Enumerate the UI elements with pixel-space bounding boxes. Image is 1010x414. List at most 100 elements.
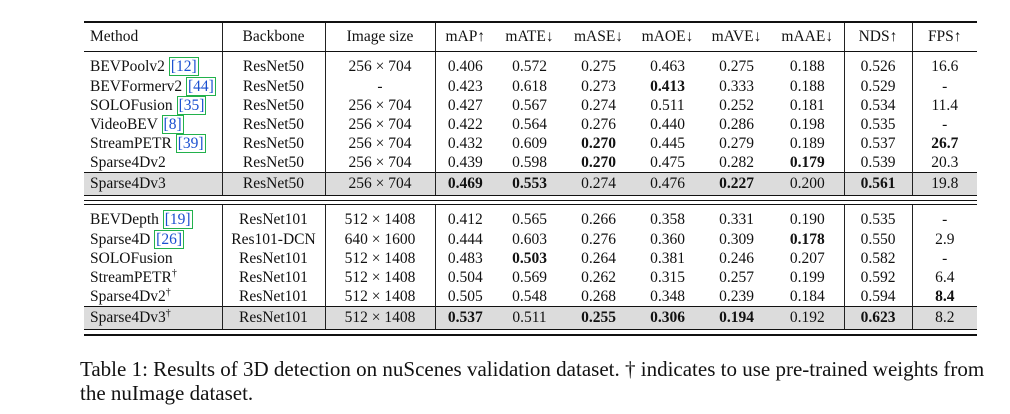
maoe-cell: 0.475 (650, 153, 685, 171)
map-cell: 0.427 (434, 96, 495, 116)
image-size-cell: 256 × 704 (324, 115, 435, 135)
maoe-cell: 0.445 (650, 134, 685, 152)
maoe-cell: 0.306 (633, 306, 702, 331)
fps-cell: - (911, 249, 977, 269)
maoe-cell: 0.476 (633, 171, 702, 196)
map-cell: 0.439 (434, 153, 495, 173)
maae-cell: 0.198 (789, 115, 825, 133)
header-maae: mAAE↓ (771, 22, 844, 52)
method-name: Sparse4Dv3 (90, 174, 166, 192)
method-cell: BEVPoolv2 [12] (84, 52, 222, 79)
nds-cell: 0.539 (843, 153, 912, 173)
dagger-mark: † (165, 308, 171, 320)
mave-cell: 0.239 (719, 287, 754, 305)
mave-cell: 0.333 (719, 78, 754, 96)
header-map: mAP↑ (434, 22, 495, 52)
map-cell: 0.469 (434, 171, 495, 196)
method-name: BEVFormerv2 (90, 78, 183, 96)
image-size-cell: 512 × 1408 (324, 306, 435, 331)
mase-cell: 0.255 (564, 306, 633, 331)
mase-cell: 0.273 (581, 78, 616, 96)
table-row: Sparse4D [26] Res101-DCN 640 × 1600 0.44… (84, 230, 977, 250)
image-size-cell: 256 × 704 (324, 134, 435, 154)
citation-link[interactable]: [12] (168, 57, 199, 76)
method-cell: SOLOFusion (84, 250, 222, 269)
results-table: Method Backbone Image size mAP↑ mATE↓ mA… (84, 21, 977, 337)
backbone-cell: ResNet50 (221, 115, 325, 135)
fps-cell: 19.8 (911, 171, 977, 196)
fps-cell: 2.9 (911, 230, 977, 250)
header-maoe: mAOE↓ (633, 22, 702, 52)
header-image-size: Image size (324, 22, 435, 52)
backbone-cell: ResNet50 (221, 51, 325, 78)
best-value: 0.270 (581, 134, 616, 152)
table-row: BEVDepth [19] ResNet101 512 × 1408 0.412… (84, 204, 977, 231)
mave-cell: 0.282 (719, 153, 754, 171)
backbone-cell: Res101-DCN (221, 230, 325, 250)
header-mase: mASE↓ (564, 22, 633, 52)
fps-cell: 20.3 (911, 153, 977, 173)
mate-cell: 0.603 (512, 231, 547, 249)
mate-cell: 0.511 (495, 306, 564, 331)
citation-link[interactable]: [39] (175, 133, 206, 153)
mase-cell: 0.275 (581, 58, 616, 75)
method-cell: Sparse4Dv2 (84, 153, 222, 172)
method-name: StreamPETR (90, 134, 172, 152)
fps-cell: 16.6 (911, 51, 977, 78)
mate-cell: 0.553 (495, 171, 564, 196)
citation-link[interactable]: [35] (176, 96, 207, 116)
mate-cell: 0.598 (512, 153, 547, 171)
method-cell: StreamPETR† (84, 268, 222, 288)
image-size-cell: 256 × 704 (324, 51, 435, 78)
map-cell: 0.505 (434, 287, 495, 307)
fps-cell: 26.7 (911, 134, 977, 154)
citation-link[interactable]: [8] (161, 114, 184, 134)
method-name: SOLOFusion (90, 250, 173, 268)
table-row: SOLOFusion ResNet101 512 × 1408 0.483 0.… (84, 249, 977, 269)
nds-cell: 0.594 (843, 287, 912, 307)
mase-cell: 0.274 (564, 171, 633, 196)
mate-cell: 0.609 (512, 134, 547, 152)
maoe-cell: 0.440 (650, 115, 685, 133)
maoe-cell: 0.315 (650, 268, 685, 286)
mave-cell: 0.257 (719, 268, 754, 286)
mase-cell: 0.270 (564, 153, 633, 172)
mave-cell: 0.275 (719, 58, 754, 75)
image-size-cell: 512 × 1408 (324, 249, 435, 269)
header-row: Method Backbone Image size mAP↑ mATE↓ mA… (84, 22, 977, 52)
maoe-cell: 0.358 (650, 210, 685, 228)
nds-cell: 0.561 (843, 171, 912, 196)
fps-cell: - (911, 78, 977, 97)
maae-cell: 0.179 (771, 153, 844, 172)
fps-cell: 6.4 (911, 268, 977, 288)
map-cell: 0.504 (434, 268, 495, 288)
method-cell: SOLOFusion [35] (84, 96, 222, 116)
mate-cell: 0.572 (512, 58, 547, 75)
method-cell: BEVFormerv2 [44] (84, 77, 222, 97)
method-cell: Sparse4D [26] (84, 230, 222, 250)
best-value: 0.469 (447, 174, 483, 192)
method-name: BEVDepth (90, 210, 159, 228)
best-value: 0.306 (650, 309, 685, 327)
maae-cell: 0.189 (789, 134, 825, 152)
table-caption: Table 1: Results of 3D detection on nuSc… (80, 357, 985, 405)
method-name: BEVPoolv2 (90, 58, 165, 75)
method-name: SOLOFusion (90, 97, 173, 115)
mase-cell: 0.276 (581, 231, 616, 249)
highlighted-row: Sparse4Dv3† ResNet101 512 × 1408 0.537 0… (84, 306, 977, 331)
maae-cell: 0.192 (771, 306, 844, 331)
mase-cell: 0.266 (581, 210, 616, 228)
citation-link[interactable]: [19] (162, 209, 193, 229)
best-value: 0.255 (581, 309, 616, 327)
dagger-mark: † (165, 286, 171, 298)
citation-link[interactable]: [44] (186, 77, 216, 97)
map-cell: 0.444 (434, 230, 495, 250)
image-size-cell: - (324, 78, 435, 97)
best-value: 0.561 (860, 174, 896, 192)
maae-cell: 0.190 (789, 210, 825, 228)
backbone-cell: ResNet101 (221, 204, 325, 231)
citation-link[interactable]: [26] (154, 230, 184, 250)
fps-cell: 11.4 (911, 96, 977, 116)
maoe-cell: 0.413 (633, 78, 702, 97)
table-row: BEVPoolv2 [12] ResNet50 256 × 704 0.406 … (84, 51, 977, 79)
